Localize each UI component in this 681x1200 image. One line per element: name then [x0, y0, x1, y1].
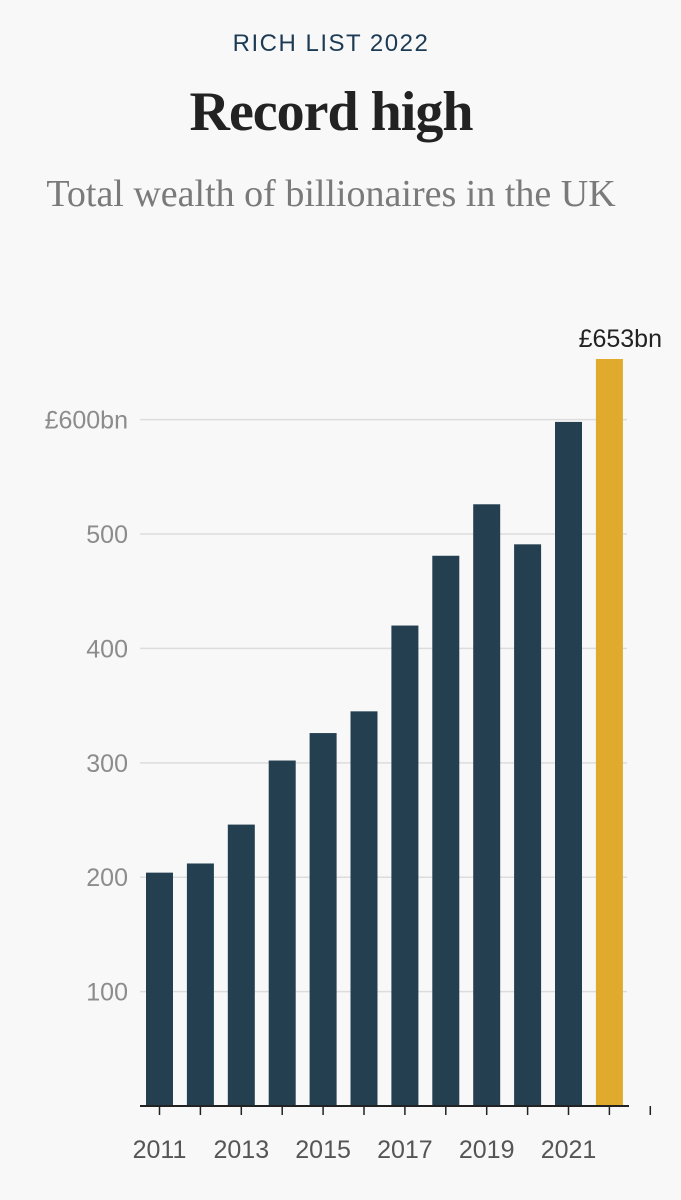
- y-tick-label: 200: [86, 864, 128, 892]
- bar: [391, 625, 419, 1106]
- bar: [514, 544, 542, 1106]
- y-tick-label: £600bn: [45, 407, 128, 435]
- y-tick-label: 400: [86, 635, 128, 663]
- bar: [432, 555, 460, 1106]
- bar: [309, 733, 337, 1106]
- y-tick-label: 500: [86, 521, 128, 549]
- data-label-2022: £653bn: [579, 325, 662, 353]
- bar: [186, 863, 214, 1106]
- y-tick-label: 100: [86, 979, 128, 1007]
- x-tick-label: 2013: [213, 1136, 269, 1164]
- bar: [146, 872, 173, 1106]
- bar: [595, 359, 623, 1106]
- x-axis: [140, 1105, 652, 1115]
- x-tick-label: 2019: [459, 1136, 515, 1164]
- bar: [227, 824, 255, 1106]
- x-tick-label: 2021: [541, 1136, 597, 1164]
- grid-lines: [140, 418, 627, 993]
- bar: [473, 504, 501, 1107]
- bar: [268, 760, 296, 1106]
- chart-subtitle: Total wealth of billionaires in the UK: [46, 173, 616, 215]
- bar: [555, 421, 582, 1106]
- labels: 100 200 300 400 500 £600bn 2011 2013 2015 2017 201…: [45, 325, 662, 1164]
- chart-title: Record high: [189, 81, 474, 143]
- kicker: RICH LIST 2022: [232, 30, 430, 57]
- x-tick-label: 2015: [295, 1136, 351, 1164]
- bar: [350, 711, 378, 1106]
- y-tick-label: 300: [86, 750, 128, 778]
- bars: [146, 359, 623, 1107]
- x-tick-label: 2017: [377, 1136, 433, 1164]
- x-tick-label: 2011: [133, 1136, 187, 1164]
